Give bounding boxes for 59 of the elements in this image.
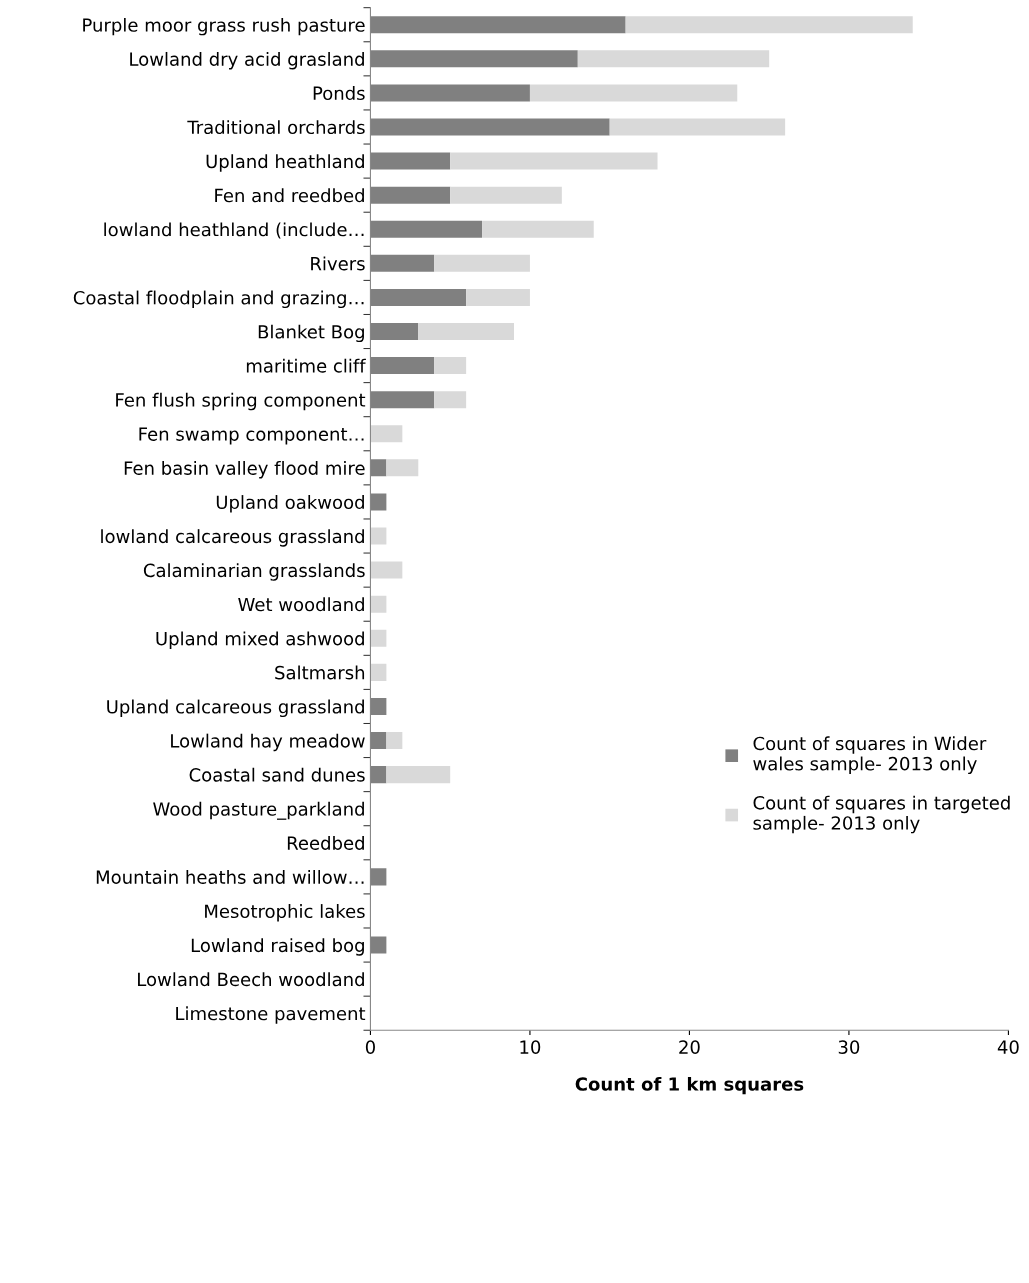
- y-tick-label: Fen basin valley flood mire: [124, 460, 365, 479]
- y-tick-label: Upland calcareous grassland: [107, 699, 364, 718]
- bar: [370, 629, 387, 647]
- legend-label: Count of squares in targeted sample- 2013 only: [753, 795, 1010, 834]
- y-tick-label: Blanket Bog: [258, 324, 364, 343]
- y-tick-label: Upland heathland: [206, 154, 364, 172]
- y-tick-label: Calaminarian grasslands: [143, 563, 365, 581]
- x-tick-label: 10: [520, 1040, 541, 1054]
- bar: [370, 595, 387, 613]
- y-tick-label: Lowland Beech woodland: [138, 972, 364, 987]
- bar: [386, 459, 419, 477]
- y-tick-label: Lowland hay meadow: [171, 733, 365, 752]
- x-tick-label: 0: [365, 1040, 375, 1054]
- x-tick-label: 40: [997, 1040, 1019, 1054]
- y-tick-label: Fen swamp component…: [139, 427, 364, 445]
- bar: [386, 732, 403, 750]
- y-tick-label: Upland mixed ashwood: [156, 631, 364, 649]
- y-tick-label: Fen flush spring component: [116, 392, 366, 411]
- y-tick-label: Ponds: [313, 86, 365, 101]
- y-tick-label: Mountain heaths and willow…: [96, 870, 364, 884]
- y-tick-label: Lowland dry acid grasland: [130, 51, 364, 70]
- y-tick-label: Mesotrophic lakes: [205, 904, 365, 922]
- y-tick-label: Purple moor grass rush pasture: [83, 17, 365, 36]
- bar: [370, 663, 387, 681]
- y-tick-label: Rivers: [311, 256, 365, 271]
- bar: [466, 288, 530, 306]
- y-tick-label: Wet woodland: [238, 597, 364, 612]
- x-tick-label: 20: [679, 1040, 700, 1054]
- bar: [370, 527, 387, 545]
- bar: [370, 561, 403, 579]
- y-tick-label: Coastal floodplain and grazing…: [73, 290, 364, 309]
- bar: [434, 357, 467, 375]
- bar: [434, 254, 530, 272]
- bar: [609, 118, 786, 136]
- bar: [529, 84, 738, 102]
- y-tick-label: Coastal sand dunes: [189, 767, 365, 782]
- bar: [625, 16, 913, 34]
- bar: [386, 766, 451, 784]
- y-tick-label: Lowland raised bog: [191, 938, 364, 956]
- y-tick-label: Wood pasture_parkland: [153, 801, 364, 820]
- y-tick-label: Limestone pavement: [176, 1006, 366, 1024]
- bar: [418, 322, 514, 341]
- bar: [370, 425, 403, 443]
- y-tick-label: Traditional orchards: [187, 120, 365, 135]
- y-tick-label: Fen and reedbed: [215, 188, 364, 203]
- bar: [450, 152, 658, 170]
- bar: [482, 220, 594, 238]
- y-tick-label: maritime cliff: [246, 358, 366, 373]
- bar: [434, 391, 467, 409]
- y-tick-label: lowland calcareous grassland: [101, 529, 364, 547]
- x-tick-label: 30: [838, 1040, 860, 1054]
- y-tick-label: lowland heathland (include…: [104, 222, 364, 239]
- bar: [577, 50, 770, 68]
- y-tick-label: Saltmarsh: [275, 665, 365, 680]
- x-axis-title: Count of 1 km squares: [575, 1076, 804, 1095]
- bar: [450, 186, 562, 204]
- y-tick-label: Reedbed: [287, 835, 364, 850]
- y-tick-label: Upland oakwood: [216, 495, 364, 513]
- legend-label: Count of squares in Wider wales sample- 2013 only: [753, 736, 987, 774]
